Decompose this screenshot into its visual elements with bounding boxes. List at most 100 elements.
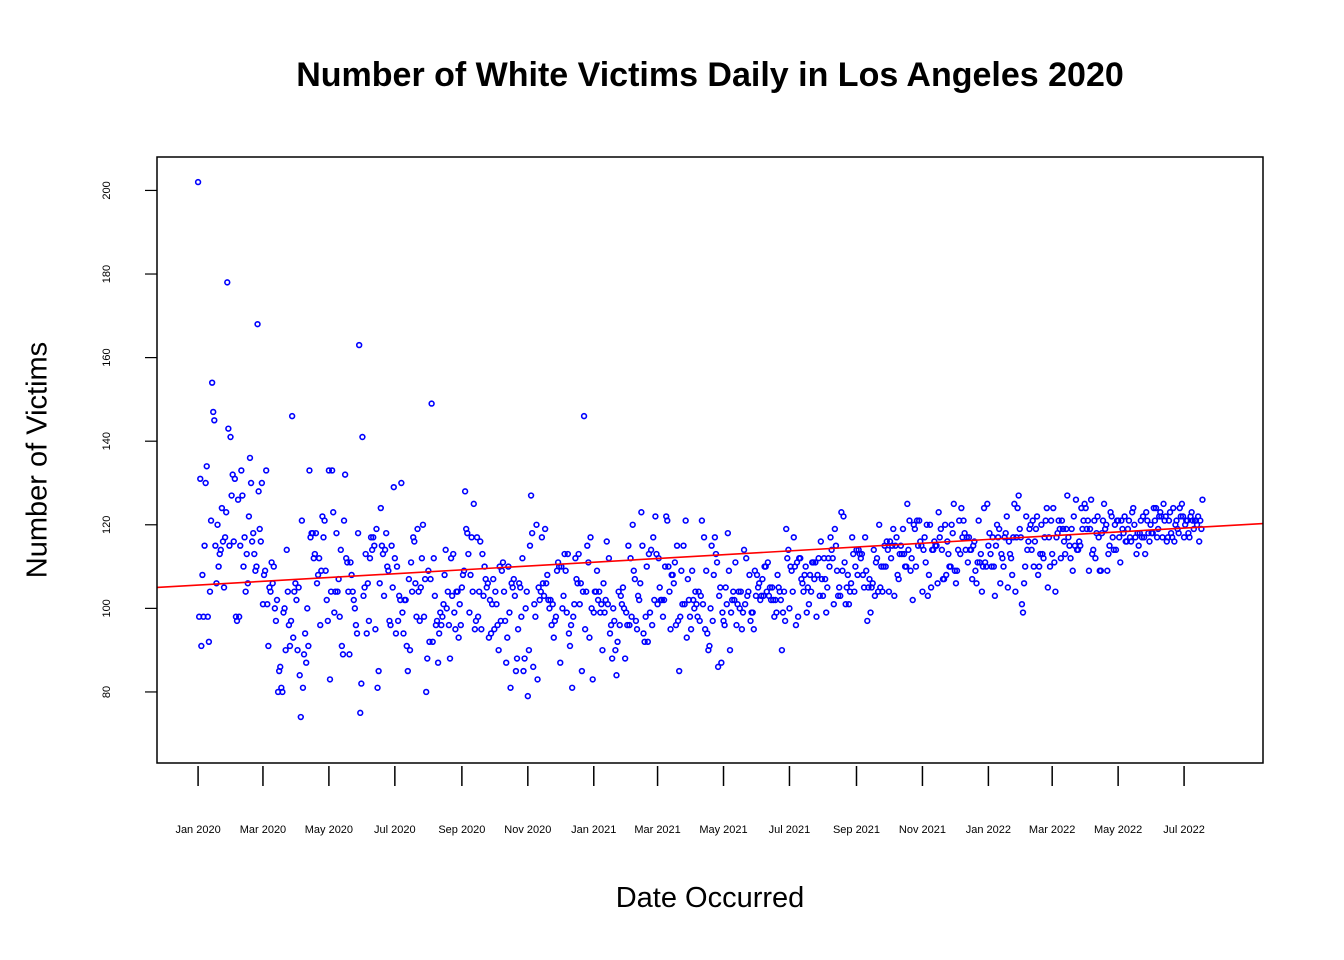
data-point: [851, 588, 858, 595]
data-point: [418, 555, 426, 562]
data-point: [353, 630, 361, 637]
data-point: [633, 626, 641, 633]
data-point: [321, 517, 328, 524]
data-point: [1070, 513, 1078, 520]
data-point: [965, 534, 973, 541]
data-point: [847, 580, 855, 587]
data-point: [601, 609, 608, 616]
data-point: [1018, 600, 1026, 608]
data-point: [1051, 559, 1058, 566]
y-tick-label: 160: [101, 348, 113, 366]
data-point: [824, 584, 831, 591]
data-point: [305, 642, 312, 650]
data-point: [688, 567, 696, 574]
data-point: [968, 575, 976, 583]
data-point: [973, 580, 980, 587]
data-point: [315, 555, 323, 562]
data-point: [1135, 542, 1142, 549]
data-point: [608, 655, 616, 662]
data-point: [839, 567, 846, 574]
data-point: [248, 538, 256, 545]
data-point: [341, 471, 349, 478]
data-point: [567, 621, 575, 629]
data-point: [875, 521, 883, 528]
data-point: [431, 592, 439, 600]
data-point: [621, 655, 629, 662]
data-point: [733, 621, 740, 629]
data-point: [366, 555, 374, 562]
data-point: [1125, 517, 1133, 524]
data-point: [375, 667, 382, 675]
data-point: [455, 634, 462, 641]
data-point: [1060, 538, 1068, 545]
data-point: [1139, 513, 1147, 520]
data-point: [339, 651, 347, 658]
data-point: [1046, 563, 1054, 570]
data-point: [813, 613, 820, 620]
data-point: [295, 584, 302, 591]
data-point: [1112, 546, 1120, 554]
data-point: [707, 605, 714, 612]
data-point: [974, 559, 981, 566]
data-point: [735, 588, 742, 595]
data-point: [394, 617, 402, 625]
data-point: [201, 542, 208, 549]
data-point: [1036, 563, 1043, 570]
data-point: [897, 542, 905, 549]
data-point: [214, 521, 221, 528]
data-point: [211, 417, 218, 424]
data-point: [1030, 563, 1038, 570]
data-point: [374, 684, 381, 691]
data-point: [224, 279, 231, 286]
data-point: [884, 546, 892, 554]
data-point: [755, 580, 763, 587]
data-point: [534, 676, 541, 683]
data-point: [262, 467, 270, 474]
data-point: [495, 646, 502, 654]
trend-line: [156, 522, 1264, 589]
y-tick-label: 100: [101, 599, 113, 617]
data-point: [977, 550, 985, 558]
data-point: [1197, 517, 1204, 524]
data-point: [199, 571, 206, 579]
data-point: [340, 517, 348, 524]
data-point: [306, 467, 313, 474]
data-point: [330, 509, 337, 516]
data-point: [434, 659, 442, 666]
data-point: [784, 555, 791, 562]
x-tick-label: Nov 2021: [899, 824, 946, 836]
data-point: [480, 592, 487, 600]
data-point: [445, 621, 453, 629]
data-point: [510, 575, 517, 583]
data-point: [425, 567, 432, 574]
data-point: [986, 529, 993, 537]
data-point: [1092, 555, 1099, 562]
data-point: [246, 454, 254, 462]
data-point: [332, 588, 339, 595]
data-point: [1121, 513, 1128, 520]
x-tick-label: May 2021: [699, 824, 747, 836]
data-point: [215, 563, 222, 570]
data-point: [402, 596, 409, 604]
data-point: [638, 509, 645, 516]
data-point: [373, 525, 380, 533]
data-point: [625, 542, 632, 549]
data-point: [827, 534, 834, 541]
data-point: [457, 621, 464, 629]
data-point: [911, 525, 919, 533]
data-point: [376, 580, 383, 587]
data-point: [1109, 534, 1116, 541]
data-point: [669, 571, 676, 579]
data-point: [1171, 538, 1178, 545]
data-point: [491, 626, 498, 633]
data-point: [197, 475, 204, 483]
data-point: [835, 584, 843, 591]
data-point: [322, 567, 329, 574]
data-point: [503, 659, 510, 666]
data-point: [866, 575, 873, 583]
data-point: [957, 550, 964, 558]
data-point: [241, 534, 248, 541]
data-point: [804, 584, 812, 591]
data-point: [722, 584, 729, 591]
data-point: [652, 513, 659, 520]
